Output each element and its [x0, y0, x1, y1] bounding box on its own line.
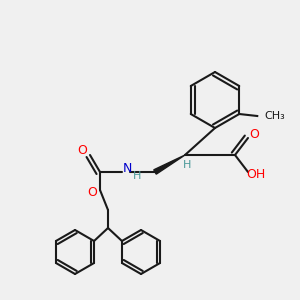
Text: N: N — [122, 161, 132, 175]
Polygon shape — [154, 155, 185, 174]
Text: O: O — [77, 145, 87, 158]
Text: H: H — [183, 160, 191, 170]
Text: OH: OH — [246, 167, 266, 181]
Text: H: H — [133, 171, 141, 181]
Text: O: O — [249, 128, 259, 142]
Text: CH₃: CH₃ — [264, 111, 285, 121]
Text: O: O — [87, 187, 97, 200]
